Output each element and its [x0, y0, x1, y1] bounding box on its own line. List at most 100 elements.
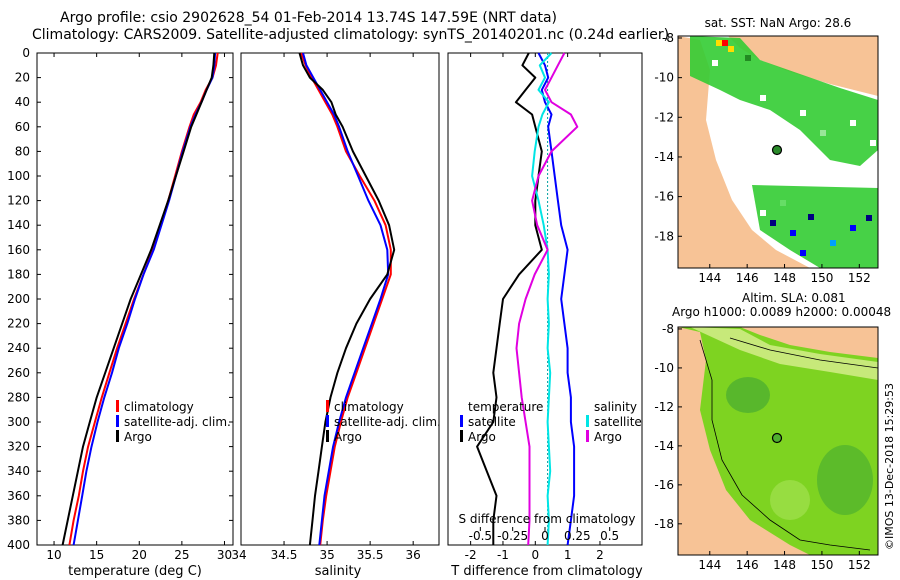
temperature-legend: climatology satellite-adj. clim. Argo [116, 400, 231, 444]
legend-swatch-temp-argo [460, 430, 463, 442]
legend-sal-sat-label: satellite [594, 415, 642, 429]
legend-swatch-argo [326, 430, 329, 442]
sst-pixel [728, 46, 734, 52]
sst-pixel [850, 225, 856, 231]
sst-pixel [760, 95, 766, 101]
x-tick-label: 10 [46, 548, 61, 562]
x-tick-label: 36 [406, 548, 421, 562]
legend-temp-argo-label: Argo [468, 430, 496, 444]
depth-tick-label: 80 [15, 144, 30, 158]
difference-plot-area [447, 52, 643, 546]
lon-tick-label: 150 [810, 558, 833, 572]
legend-swatch-sat [116, 415, 119, 427]
lon-tick-label: 148 [773, 558, 796, 572]
sst-pixel [770, 220, 776, 226]
legend-swatch-sal-sat [586, 415, 589, 427]
temp-argo-diff-line [476, 52, 543, 545]
legend-argo-label: Argo [124, 430, 152, 444]
depth-tick-label: 340 [7, 464, 30, 478]
legend-swatch-sat [326, 415, 329, 427]
sst-pixel [745, 55, 751, 61]
lon-tick-label: 152 [848, 558, 871, 572]
depth-tick-label: 360 [7, 489, 30, 503]
depth-tick-label: 40 [15, 95, 30, 109]
sst-map-frame [677, 35, 879, 269]
sat-line [302, 52, 390, 546]
lon-tick-label: 146 [736, 271, 759, 285]
sst-pixel [722, 40, 728, 46]
lat-tick-label: -12 [654, 110, 674, 124]
s-tick-label: 0 [541, 529, 549, 543]
depth-tick-label: 100 [7, 169, 30, 183]
x-tick-label: 35 [319, 548, 334, 562]
s-tick-label: 0.25 [564, 529, 591, 543]
sst-green-band-top [690, 36, 878, 166]
legend-temp-title: temperature [468, 400, 543, 414]
depth-tick-label: 380 [7, 513, 30, 527]
legend-swatch-sal-argo [586, 430, 589, 442]
difference-xlabel: T difference from climatology [450, 564, 643, 579]
s-tick-label: -0.5 [469, 529, 492, 543]
temperature-panel: 0204060801001201401601802002202402602803… [7, 46, 642, 579]
sla-dark-patch [726, 377, 770, 413]
sal-argo-diff-line [515, 52, 579, 546]
sst-pixel [712, 60, 718, 66]
sst-map-panel: sat. SST: NaN Argo: 28.6 144 146 148 150 152… [654, 16, 879, 285]
lon-tick-label: 146 [736, 558, 759, 572]
sst-pixel [800, 250, 806, 256]
x-tick-label: 34.5 [271, 548, 298, 562]
sla-land-top [678, 327, 878, 358]
legend-sat-label: satellite-adj. clim. [124, 415, 231, 429]
depth-tick-label: 400 [7, 538, 30, 552]
salinity-legend: climatology satellite-adj. clim. Argo [326, 400, 441, 444]
sla-light-patch [770, 480, 810, 520]
depth-tick-label: 240 [7, 341, 30, 355]
sst-map-title: sat. SST: NaN Argo: 28.6 [705, 16, 852, 30]
sla-depth-contour [729, 337, 878, 369]
lat-tick-label: -10 [654, 71, 674, 85]
salinity-xlabel: salinity [315, 564, 362, 579]
legend-temp-sat-label: satellite [468, 415, 516, 429]
sla-map-title-line1: Altim. SLA: 0.081 [742, 291, 846, 305]
x-tick-label: 0 [531, 548, 539, 562]
depth-tick-label: 140 [7, 218, 30, 232]
lon-tick-label: 144 [698, 558, 721, 572]
x-tick-label: 30 [217, 548, 232, 562]
legend-swatch-argo [116, 430, 119, 442]
depth-tick-label: 120 [7, 194, 30, 208]
difference-legend: temperature satellite Argo salinity sate… [460, 400, 642, 444]
x-tick-label: 1 [564, 548, 572, 562]
legend-clim-label: climatology [124, 400, 194, 414]
s-tick-label: -0.25 [497, 529, 528, 543]
x-tick-label: -2 [465, 548, 477, 562]
sst-pixel [850, 120, 856, 126]
sla-land-left [678, 327, 810, 555]
legend-sal-title: salinity [594, 400, 637, 414]
depth-tick-label: 20 [15, 71, 30, 85]
sla-argo-marker [771, 432, 783, 444]
x-tick-label: 20 [132, 548, 147, 562]
legend-swatch-clim [326, 400, 329, 412]
sst-pixel [780, 200, 786, 206]
s-difference-label: S difference from climatology [459, 512, 636, 526]
legend-sal-argo-label: Argo [594, 430, 622, 444]
x-tick-label: 15 [89, 548, 104, 562]
s-tick-label: 0.5 [600, 529, 619, 543]
sst-pixel [760, 210, 766, 216]
sla-map-title-line2: Argo h1000: 0.0089 h2000: 0.00048 [672, 305, 891, 319]
sst-pixel [800, 110, 806, 116]
argo-line [298, 52, 396, 546]
sst-pixel [866, 215, 872, 221]
figure-title-line2: Climatology: CARS2009. Satellite-adjuste… [32, 27, 669, 43]
depth-tick-label: 300 [7, 415, 30, 429]
sla-map-frame [677, 326, 879, 556]
sst-pixel [830, 240, 836, 246]
sla-dark-patch [817, 445, 873, 515]
sal-sat-diff-line [531, 52, 553, 546]
lat-tick-label: -16 [654, 190, 674, 204]
legend-argo-label: Argo [334, 430, 362, 444]
sst-land-top [678, 36, 878, 96]
x-tick-label: -1 [497, 548, 509, 562]
salinity-panel: 34 34.5 35 35.5 36 salinity climatology sate… [231, 52, 441, 579]
